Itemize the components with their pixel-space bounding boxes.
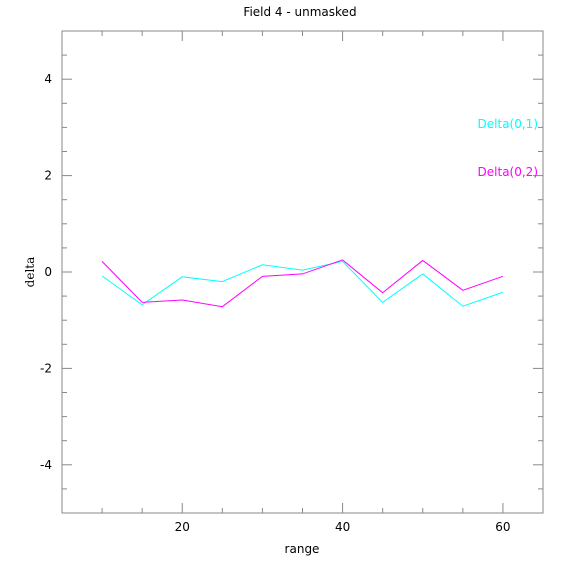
y-tick-label: 2 — [44, 169, 52, 183]
chart-title: Field 4 - unmasked — [243, 5, 356, 19]
legend: Delta(0,1) Delta(0,2) — [478, 117, 538, 179]
y-tick-label: -4 — [40, 458, 52, 472]
series-layer — [101, 259, 504, 308]
y-tick-label: 0 — [44, 265, 52, 279]
plot-frame — [61, 30, 544, 514]
ticks-layer: 20 40 60 -4 -2 0 2 4 — [40, 31, 543, 534]
x-tick-label: 20 — [175, 520, 190, 534]
series-line-2 — [101, 259, 504, 308]
y-tick-label: 4 — [44, 72, 52, 86]
y-axis-label: delta — [23, 257, 37, 288]
legend-label-1: Delta(0,1) — [478, 117, 538, 131]
series-line-1 — [101, 260, 504, 307]
legend-label-2: Delta(0,2) — [478, 165, 538, 179]
x-axis-label: range — [285, 542, 320, 556]
y-tick-label: -2 — [40, 361, 52, 375]
x-tick-label: 40 — [335, 520, 350, 534]
x-tick-label: 60 — [495, 520, 510, 534]
